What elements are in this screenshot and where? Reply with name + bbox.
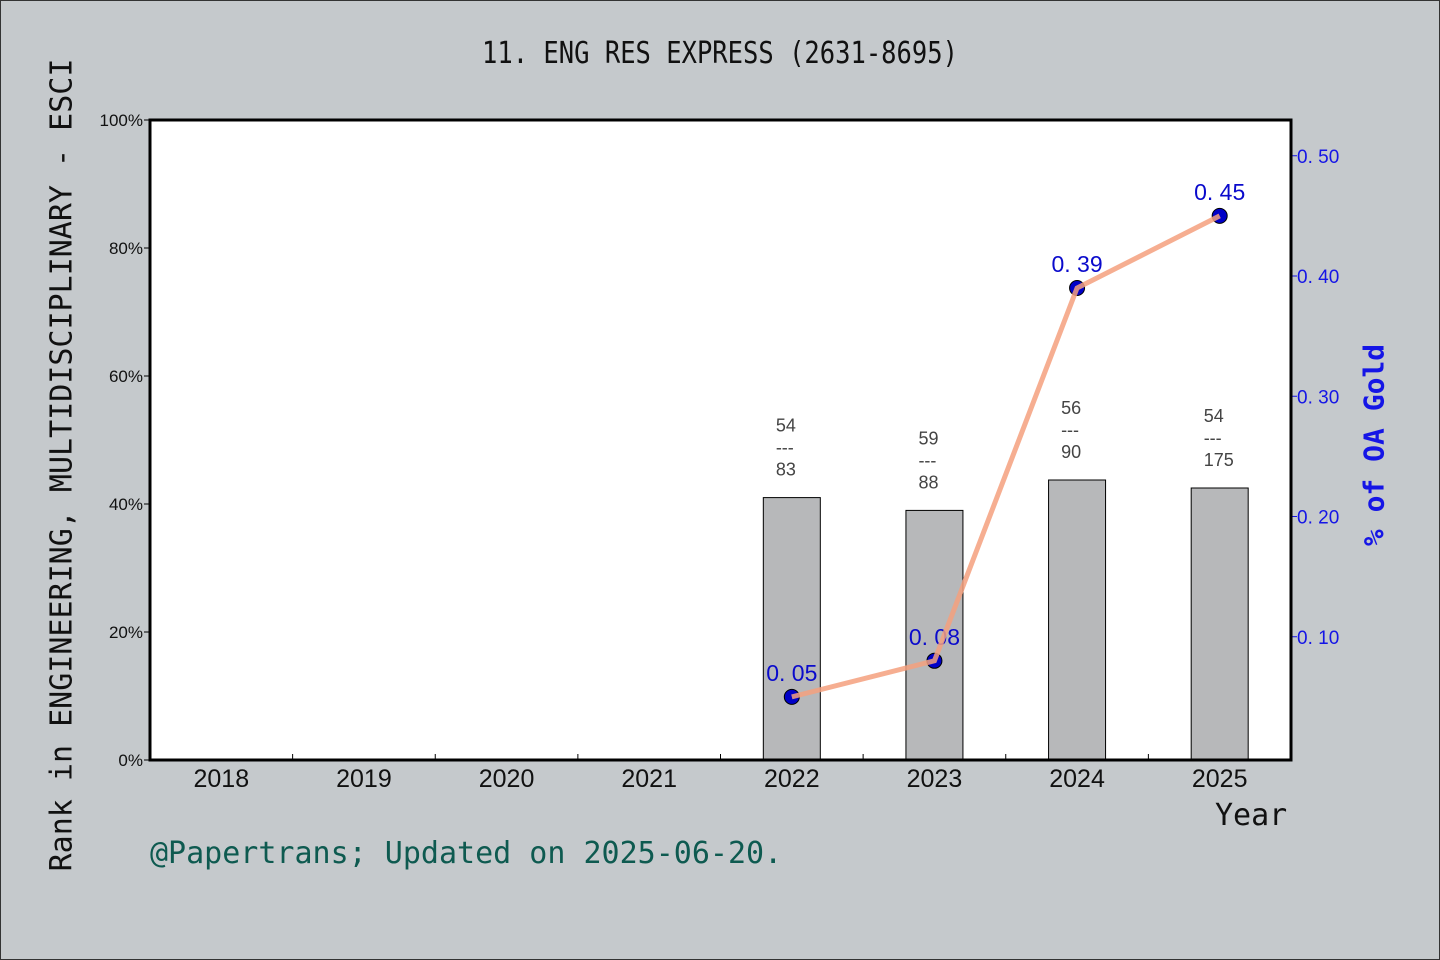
bar-rank-total: 83 [776,460,796,480]
line-point-label: 0. 05 [766,660,817,686]
bar-rank-total: 90 [1061,442,1081,462]
bar-rank-separator: --- [918,450,936,470]
bar-rank-separator: --- [1061,420,1079,440]
bar-rank-value: 54 [776,416,796,436]
x-tick-label: 2021 [621,765,677,793]
bar-rank-value: 56 [1061,398,1081,418]
y-axis-left-ticks: 0% 20% 40% 60% 80% 100% [100,111,150,770]
y-left-tick-label: 80% [109,239,143,258]
bar-2023 [905,509,964,761]
bar-rank-separator: --- [776,438,794,458]
x-tick-label: 2024 [1049,765,1105,793]
line-point-label: 0. 08 [909,624,960,650]
bar-2025 [1190,487,1249,761]
x-axis-label: Year [1215,798,1288,833]
y-left-tick-label: 60% [109,367,143,386]
bar-rank-separator: --- [1204,428,1222,448]
plot-area [150,120,1291,760]
x-tick-label: 2019 [336,765,392,793]
line-point-label: 0. 39 [1051,251,1102,277]
y-right-tick-label: 0. 20 [1297,508,1339,529]
bar-rank-value: 54 [1204,406,1224,426]
y-right-tick-label: 0. 40 [1297,267,1339,288]
oa-gold-line [791,213,1221,700]
bar-rank-labels: 54 --- 83 59 --- 88 56 --- 90 54 --- 175 [776,398,1234,492]
line-series: 0. 05 0. 08 0. 39 0. 45 [766,179,1245,705]
line-point-label: 0. 45 [1194,179,1245,205]
chart-title: 11. ENG RES EXPRESS (2631-8695) [482,36,958,71]
bar-rank-value: 59 [918,428,938,448]
x-tick-label: 2018 [194,765,250,793]
bar-2024 [1048,479,1107,761]
x-tick-label: 2023 [907,765,963,793]
y-left-tick-label: 20% [109,623,143,642]
y-right-tick-label: 0. 50 [1297,147,1339,168]
y-left-tick-label: 40% [109,495,143,514]
x-tick-label: 2020 [479,765,535,793]
footer-credit: @Papertrans; Updated on 2025-06-20. [150,836,783,871]
x-axis-ticks: 2018 2019 2020 2021 2022 2023 2024 2025 [194,754,1248,793]
bar-rank-total: 175 [1204,450,1234,470]
bar-rank-total: 88 [918,472,938,492]
x-tick-label: 2025 [1192,765,1248,793]
y-axis-right-ticks: 0. 10 0. 20 0. 30 0. 40 0. 50 [1291,147,1339,649]
y-right-tick-label: 0. 10 [1297,628,1339,649]
y-left-tick-label: 0% [118,751,143,770]
bar-series [762,479,1249,761]
plot-border [148,118,1293,762]
y-right-tick-label: 0. 30 [1297,387,1339,408]
bar-2022 [762,497,821,761]
y-left-tick-label: 100% [100,111,143,130]
x-tick-label: 2022 [764,765,820,793]
